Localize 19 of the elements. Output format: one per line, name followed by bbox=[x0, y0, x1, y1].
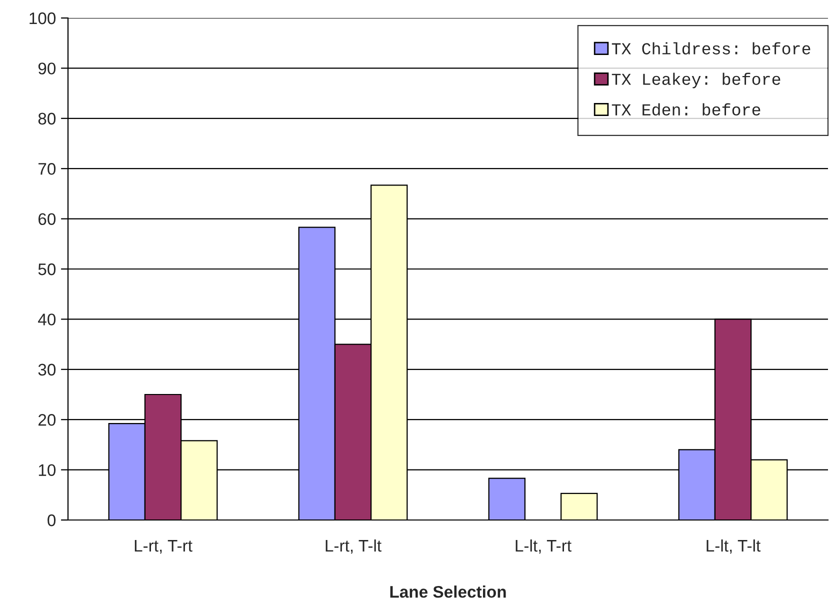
x-tick-label: L-rt, T-rt bbox=[134, 540, 192, 554]
y-tick-label: 80 bbox=[38, 112, 56, 125]
x-axis-title: Lane Selection bbox=[390, 586, 506, 598]
x-tick-label: L-rt, T-lt bbox=[326, 539, 382, 554]
legend-label: TX Childress: before bbox=[612, 42, 810, 54]
y-tick-label: 90 bbox=[38, 62, 56, 74]
x-tick-label: L-lt, T-lt bbox=[706, 539, 761, 554]
y-tick-label: 70 bbox=[38, 163, 56, 175]
x-tick-label: L-lt, T-rt bbox=[516, 539, 572, 554]
y-tick-label: 0 bbox=[48, 514, 56, 526]
y-tick-label: 60 bbox=[38, 213, 56, 226]
y-tick-label: 20 bbox=[38, 414, 56, 426]
legend-label: TX Leakey: before bbox=[612, 72, 780, 88]
y-tick-label: 100 bbox=[30, 12, 56, 24]
y-tick-label: 50 bbox=[38, 263, 56, 276]
y-tick-label: 10 bbox=[38, 464, 56, 476]
y-tick-label: 30 bbox=[38, 364, 56, 376]
legend-label: TX Eden: before bbox=[612, 103, 760, 116]
y-tick-label: 40 bbox=[38, 314, 56, 326]
